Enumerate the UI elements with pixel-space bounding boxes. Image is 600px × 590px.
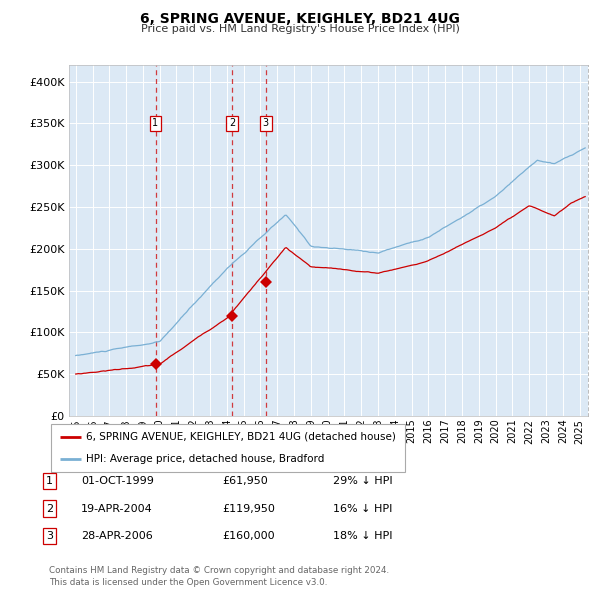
Text: 6, SPRING AVENUE, KEIGHLEY, BD21 4UG: 6, SPRING AVENUE, KEIGHLEY, BD21 4UG xyxy=(140,12,460,26)
Text: Price paid vs. HM Land Registry's House Price Index (HPI): Price paid vs. HM Land Registry's House … xyxy=(140,24,460,34)
Text: 19-APR-2004: 19-APR-2004 xyxy=(81,504,153,513)
Text: 01-OCT-1999: 01-OCT-1999 xyxy=(81,476,154,486)
Text: 6, SPRING AVENUE, KEIGHLEY, BD21 4UG (detached house): 6, SPRING AVENUE, KEIGHLEY, BD21 4UG (de… xyxy=(86,432,396,442)
Text: Contains HM Land Registry data © Crown copyright and database right 2024.
This d: Contains HM Land Registry data © Crown c… xyxy=(49,566,389,587)
Text: £160,000: £160,000 xyxy=(222,532,275,541)
Text: 16% ↓ HPI: 16% ↓ HPI xyxy=(333,504,392,513)
Text: 3: 3 xyxy=(263,119,269,129)
Text: 1: 1 xyxy=(152,119,158,129)
Text: £61,950: £61,950 xyxy=(222,476,268,486)
Text: 18% ↓ HPI: 18% ↓ HPI xyxy=(333,532,392,541)
Text: 2: 2 xyxy=(46,504,53,513)
Text: 28-APR-2006: 28-APR-2006 xyxy=(81,532,153,541)
Text: 3: 3 xyxy=(46,532,53,541)
Text: £119,950: £119,950 xyxy=(222,504,275,513)
Text: 1: 1 xyxy=(46,476,53,486)
Text: 2: 2 xyxy=(229,119,235,129)
Text: HPI: Average price, detached house, Bradford: HPI: Average price, detached house, Brad… xyxy=(86,454,325,464)
Text: 29% ↓ HPI: 29% ↓ HPI xyxy=(333,476,392,486)
